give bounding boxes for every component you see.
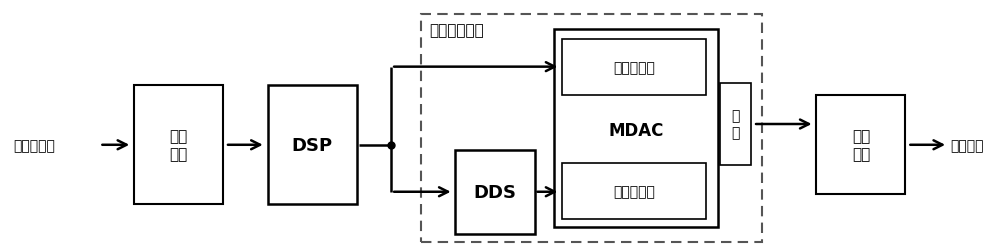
Bar (421, 15, 762, 242)
Text: 数字驱动电路: 数字驱动电路 (429, 23, 484, 38)
Bar (720, 84, 751, 165)
Bar (134, 86, 223, 204)
Text: 输
出: 输 出 (731, 109, 740, 140)
Text: 传感器信号: 传感器信号 (13, 138, 55, 152)
Bar (268, 86, 357, 204)
Text: 模拟输入端: 模拟输入端 (613, 184, 655, 198)
Text: 调理
放大: 调理 放大 (169, 128, 188, 162)
Bar (455, 150, 535, 234)
Bar (562, 163, 706, 219)
Text: MDAC: MDAC (609, 122, 664, 140)
Text: 驱动信号: 驱动信号 (950, 138, 983, 152)
Text: DDS: DDS (474, 183, 517, 201)
Text: DSP: DSP (292, 136, 333, 154)
Bar (816, 96, 905, 194)
Bar (562, 40, 706, 96)
Text: 功率
放大: 功率 放大 (852, 128, 870, 162)
Bar (554, 30, 718, 227)
Text: 数字输入端: 数字输入端 (613, 61, 655, 75)
